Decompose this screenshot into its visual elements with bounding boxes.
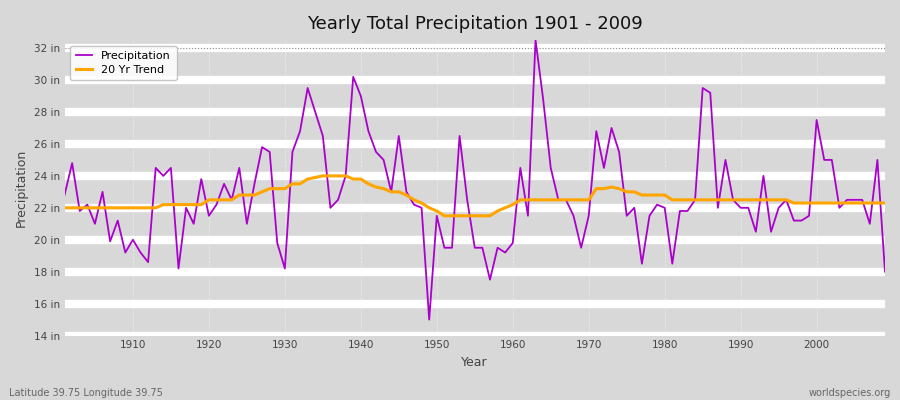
20 Yr Trend [59,206,70,210]
20 Yr Trend [515,198,526,202]
Title: Yearly Total Precipitation 1901 - 2009: Yearly Total Precipitation 1901 - 2009 [307,15,643,33]
Line: 20 Yr Trend: 20 Yr Trend [65,176,885,216]
20 Yr Trend [120,206,130,210]
Line: Precipitation: Precipitation [65,40,885,320]
Precipitation [508,240,518,245]
Precipitation [59,193,70,198]
Y-axis label: Precipitation: Precipitation [15,149,28,227]
Precipitation [515,166,526,170]
20 Yr Trend [523,198,534,202]
20 Yr Trend [340,174,351,178]
Precipitation [879,269,890,274]
Precipitation [530,38,541,42]
Legend: Precipitation, 20 Yr Trend: Precipitation, 20 Yr Trend [70,46,176,80]
20 Yr Trend [614,186,625,191]
20 Yr Trend [287,182,298,186]
20 Yr Trend [879,201,890,206]
Precipitation [287,150,298,154]
Precipitation [333,198,344,202]
X-axis label: Year: Year [462,356,488,369]
20 Yr Trend [318,174,328,178]
Text: worldspecies.org: worldspecies.org [809,388,891,398]
Precipitation [120,250,130,255]
Precipitation [424,317,435,322]
Precipitation [614,150,625,154]
Text: Latitude 39.75 Longitude 39.75: Latitude 39.75 Longitude 39.75 [9,388,163,398]
20 Yr Trend [439,213,450,218]
